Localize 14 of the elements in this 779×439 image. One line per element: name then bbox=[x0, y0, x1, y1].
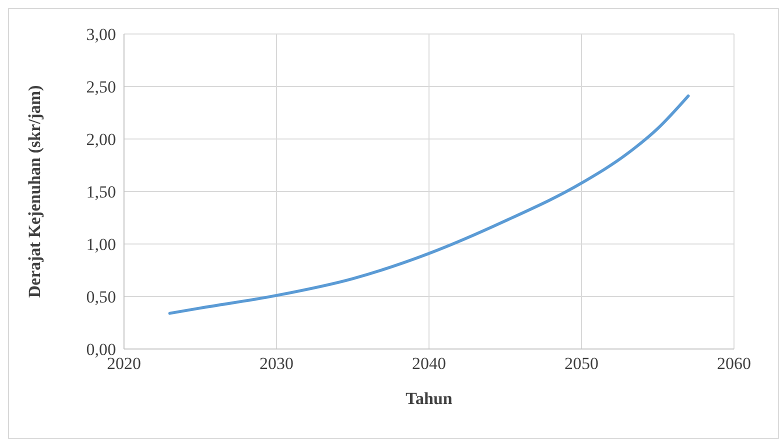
y-tick-label: 2,00 bbox=[86, 130, 116, 150]
y-tick-label: 1,50 bbox=[86, 182, 116, 202]
y-axis-title: Derajat Kejenuhan (skr/jam) bbox=[25, 85, 44, 298]
x-tick-label: 2030 bbox=[260, 354, 294, 374]
line-series bbox=[168, 94, 690, 315]
y-tick-label: 3,00 bbox=[86, 25, 116, 44]
x-axis-title: Tahun bbox=[406, 389, 453, 408]
y-tick-label: 0,50 bbox=[86, 288, 116, 307]
x-tick-label: 2050 bbox=[564, 354, 598, 374]
x-tick-label: 2020 bbox=[107, 354, 141, 374]
x-tick-label: 2060 bbox=[717, 354, 751, 374]
y-tick-label: 1,00 bbox=[86, 235, 116, 254]
x-tick-label: 2040 bbox=[412, 354, 446, 374]
y-tick-label: 2,50 bbox=[86, 78, 116, 97]
